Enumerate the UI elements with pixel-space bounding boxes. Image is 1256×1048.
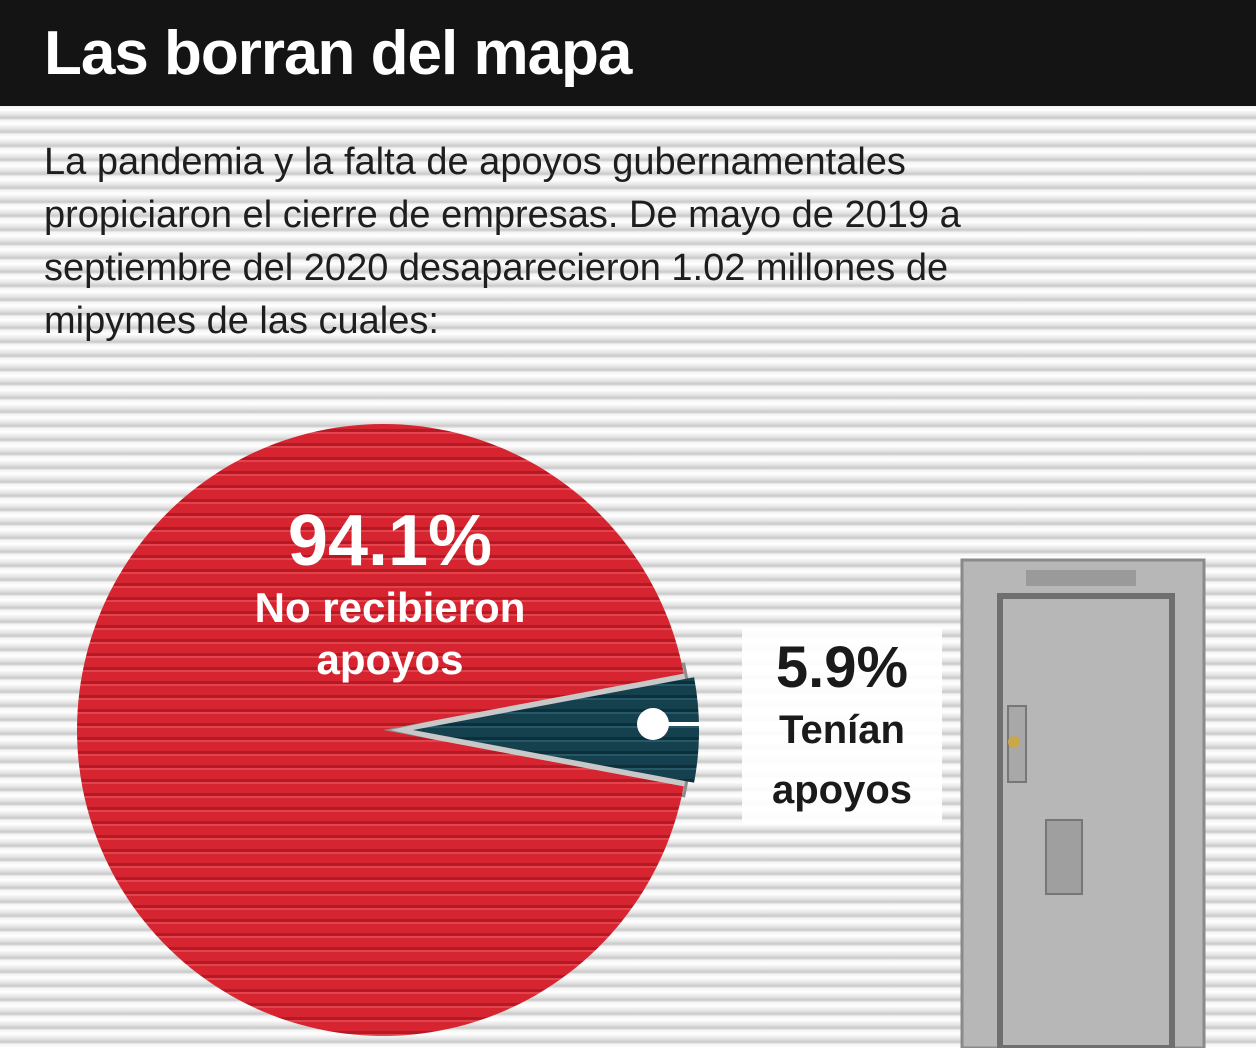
small-slice-legend: 5.9% Tenían apoyos: [742, 628, 942, 824]
page-title: Las borran del mapa: [44, 19, 632, 88]
small-slice-caption: Tenían apoyos: [771, 708, 913, 812]
pie-slice-no-recibieron: [77, 424, 684, 1037]
door-illustration: [960, 558, 1206, 1048]
big-slice-percent: 94.1%: [287, 501, 493, 581]
big-slice-label: 94.1% No recibieron apoyos: [200, 500, 580, 686]
header-bar: Las borran del mapa: [0, 0, 1256, 106]
big-slice-caption: No recibieron apoyos: [254, 584, 526, 683]
callout-dot: [637, 708, 669, 740]
small-slice-percent: 5.9%: [775, 635, 909, 700]
pie-slice-tenian: [413, 677, 699, 783]
intro-text: La pandemia y la falta de apoyos guberna…: [44, 141, 961, 342]
